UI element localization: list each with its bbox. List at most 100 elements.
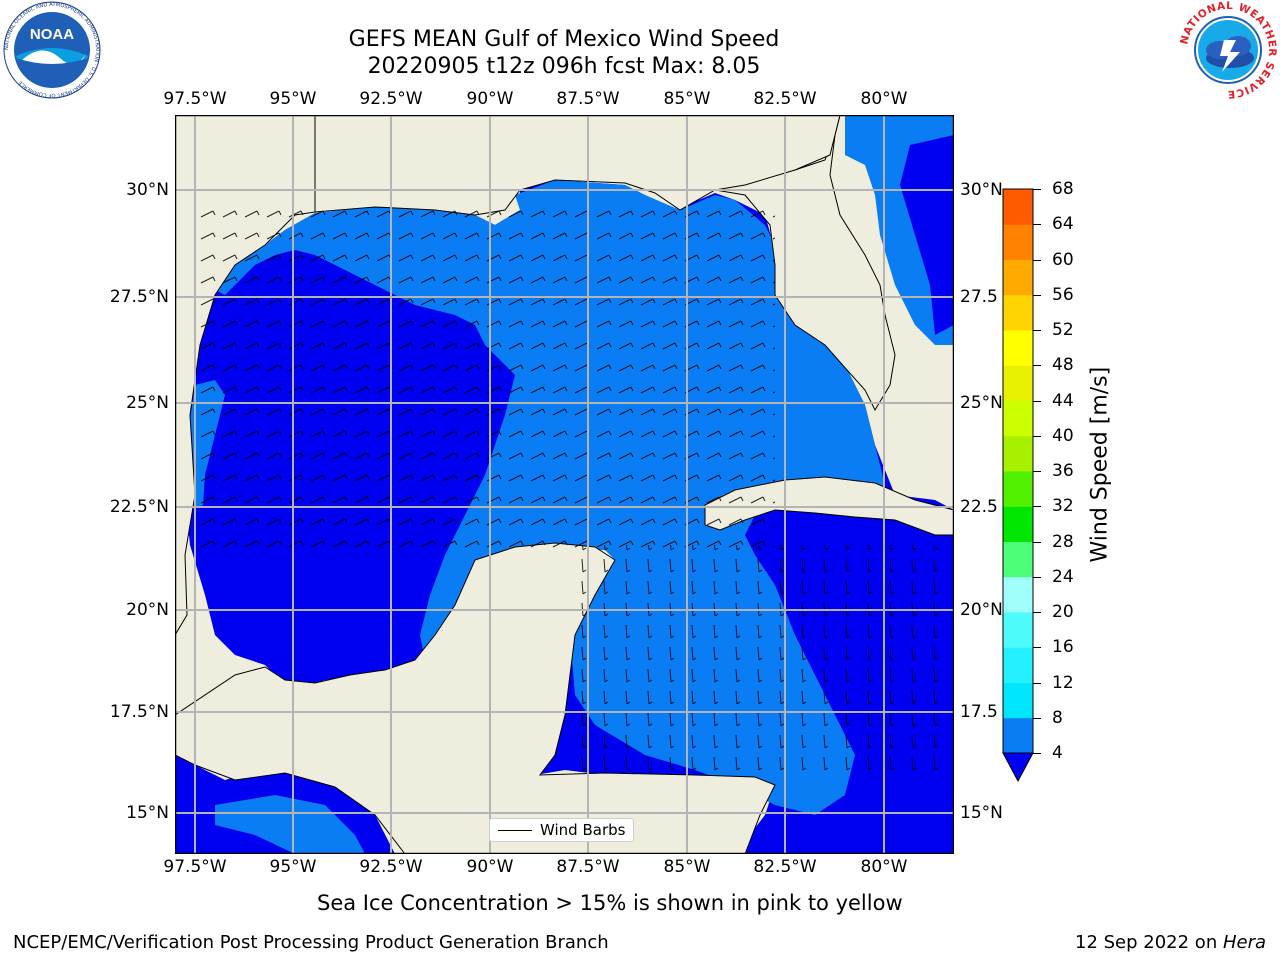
colorbar-label: Wind Speed [m/s] (1087, 366, 1113, 563)
lat-label-right: 27.5 (960, 287, 998, 307)
colorbar-tick-label: 8 (1052, 707, 1063, 728)
colorbar-cell (1003, 541, 1033, 578)
colorbar-cell (1003, 400, 1033, 437)
colorbar-cell (1003, 330, 1033, 366)
colorbar-tick-mark (1033, 647, 1041, 649)
lon-label-top: 97.5°W (163, 89, 227, 109)
lon-label-top: 95°W (269, 89, 317, 109)
colorbar-tick-mark (1033, 576, 1041, 578)
lat-label-right: 20°N (960, 600, 1003, 620)
lat-label-right: 25°N (960, 393, 1003, 413)
lat-label-left: 22.5°N (109, 497, 169, 517)
colorbar-tick-label: 40 (1052, 425, 1074, 446)
colorbar-tick-mark (1033, 259, 1041, 261)
colorbar-tick-label: 56 (1052, 284, 1074, 305)
footer-left: NCEP/EMC/Verification Post Processing Pr… (13, 932, 609, 953)
pacific-water-moderate (215, 795, 365, 854)
map-title-line1: GEFS MEAN Gulf of Mexico Wind Speed (348, 27, 780, 52)
lon-label-bottom: 95°W (269, 857, 317, 877)
colorbar-tick-label: 60 (1052, 249, 1074, 270)
colorbar-tick-label: 36 (1052, 461, 1074, 481)
lat-label-right: 30°N (960, 180, 1003, 200)
colorbar-tick-mark (1033, 224, 1041, 226)
lon-label-bottom: 97.5°W (163, 857, 227, 877)
colorbar-tick-label: 68 (1052, 179, 1074, 199)
atlantic-water-calm (900, 135, 954, 335)
colorbar-cell (1003, 647, 1033, 683)
wind-barbs-south (575, 545, 945, 775)
lat-label-right: 22.5 (960, 497, 998, 517)
colorbar-cell (1003, 612, 1033, 648)
lat-label-left: 25°N (126, 393, 169, 413)
lat-label-left: 27.5°N (109, 287, 169, 307)
colorbar-tick-label: 28 (1052, 531, 1074, 552)
colorbar-tick-label: 24 (1052, 566, 1074, 587)
colorbar-tick-label: 20 (1052, 602, 1074, 622)
lon-label-bottom: 82.5°W (753, 857, 817, 877)
colorbar-cell (1003, 365, 1033, 401)
legend-label: Wind Barbs (540, 821, 626, 839)
map-plot (175, 115, 954, 854)
colorbar-tick-label: 64 (1052, 214, 1074, 235)
noaa-logo: NOAA NATIONAL OCEANIC AND ATMOSPHERIC AD… (2, 0, 102, 100)
lon-label-bottom: 90°W (466, 857, 514, 877)
colorbar-tick-mark (1033, 330, 1041, 331)
nws-logo: NATIONAL WEATHER SERVICE (1178, 0, 1278, 100)
colorbar-tick-mark (1033, 753, 1041, 754)
colorbar-tick-mark (1033, 435, 1041, 437)
colorbar-cell (1003, 189, 1033, 225)
colorbar-tick-label: 32 (1052, 496, 1074, 517)
lat-label-right: 17.5 (960, 702, 998, 722)
lat-label-left: 20°N (126, 600, 169, 620)
colorbar-tick-mark (1033, 541, 1041, 543)
footer-date: 12 Sep 2022 on (1075, 932, 1223, 953)
colorbar-tick-label: 48 (1052, 355, 1074, 376)
colorbar-tick-mark (1033, 471, 1041, 472)
colorbar-tick-mark (1033, 717, 1041, 719)
lon-label-top: 80°W (860, 89, 908, 109)
sea-ice-note: Sea Ice Concentration > 15% is shown in … (317, 891, 903, 915)
legend-line-sample (498, 829, 532, 831)
colorbar-tick-mark (1033, 365, 1041, 367)
footer-host: Hera (1222, 932, 1266, 953)
colorbar-cell (1003, 294, 1033, 331)
colorbar-tick-mark (1033, 506, 1041, 508)
lon-label-top: 90°W (466, 89, 514, 109)
lon-label-bottom: 87.5°W (556, 857, 620, 877)
colorbar-cell (1003, 682, 1033, 719)
colorbar-tick-mark (1033, 294, 1041, 296)
colorbar-extend-triangle (1002, 752, 1034, 783)
colorbar-tick-label: 16 (1052, 637, 1074, 658)
colorbar-cell (1003, 471, 1033, 507)
colorbar-tick-mark (1033, 189, 1041, 190)
colorbar-cell (1003, 717, 1033, 754)
lon-label-bottom: 85°W (663, 857, 711, 877)
colorbar-cell (1003, 224, 1033, 260)
lat-label-left: 30°N (126, 180, 169, 200)
lon-label-top: 87.5°W (556, 89, 620, 109)
colorbar-tick-mark (1033, 612, 1041, 613)
lon-label-bottom: 80°W (860, 857, 908, 877)
colorbar-cell (1003, 435, 1033, 472)
colorbar-cell (1003, 506, 1033, 542)
colorbar-tick-label: 52 (1052, 320, 1074, 340)
lon-label-top: 92.5°W (359, 89, 423, 109)
lat-label-left: 17.5°N (109, 702, 169, 722)
map-gridlines (175, 115, 954, 854)
colorbar-tick-label: 4 (1052, 743, 1063, 763)
lon-label-top: 85°W (663, 89, 711, 109)
colorbar-tick-mark (1033, 682, 1041, 684)
colorbar (1002, 188, 1034, 783)
lon-label-bottom: 92.5°W (359, 857, 423, 877)
lon-label-top: 82.5°W (753, 89, 817, 109)
colorbar-cell (1003, 259, 1033, 296)
lat-label-left: 15°N (126, 803, 169, 823)
lat-label-right: 15°N (960, 803, 1003, 823)
map-title-line2: 20220905 t12z 096h fcst Max: 8.05 (367, 54, 761, 79)
map-legend: Wind Barbs (489, 818, 635, 842)
colorbar-tick-label: 44 (1052, 390, 1074, 411)
map-frame (175, 115, 954, 854)
wind-barbs-north (195, 210, 775, 550)
footer-right: 12 Sep 2022 on Hera (1075, 932, 1266, 953)
colorbar-tick-mark (1033, 400, 1041, 402)
